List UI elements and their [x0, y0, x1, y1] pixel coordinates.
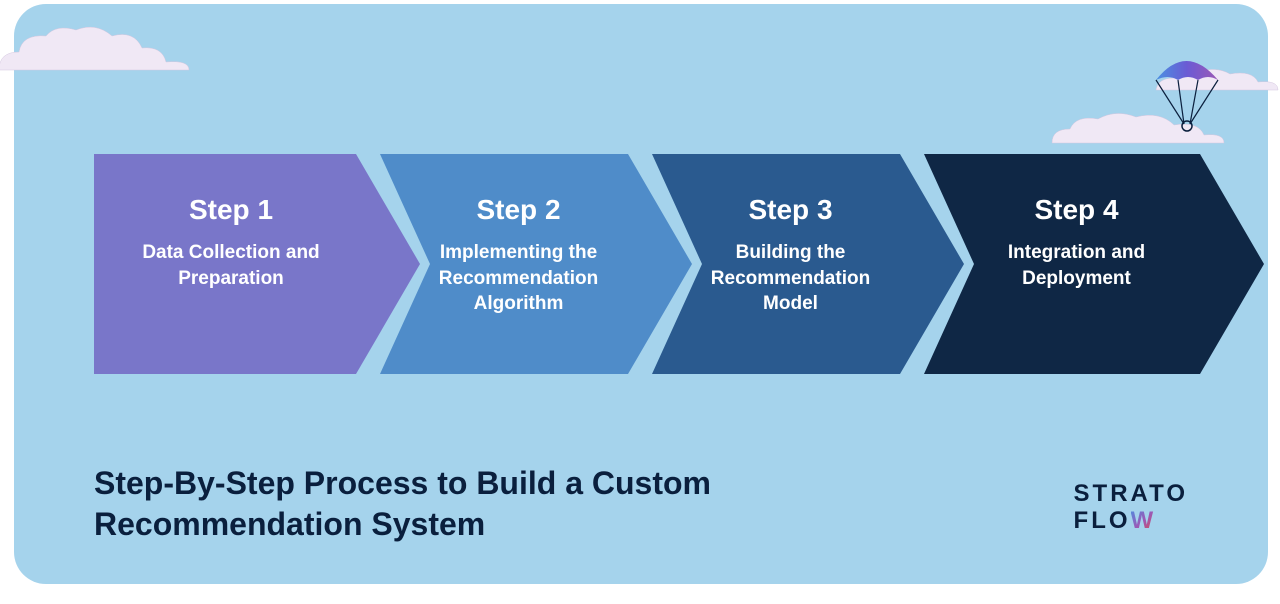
- infographic-canvas: Step 1Data Collection and PreparationSte…: [14, 4, 1268, 584]
- step-description: Data Collection and Preparation: [112, 240, 350, 291]
- parachute-icon: [1146, 52, 1228, 137]
- step-title: Step 2: [415, 194, 622, 226]
- step-description: Integration and Deployment: [959, 240, 1194, 291]
- flow-step: Step 4 Integration and Deployment: [924, 154, 1264, 374]
- flow-step: Step 2 Implementing the Recommendation Al…: [380, 154, 692, 374]
- flow-step: Step 3 Building the Recommendation Model: [652, 154, 964, 374]
- infographic-title: Step-By-Step Process to Build a Custom R…: [94, 463, 874, 546]
- process-flow: Step 1Data Collection and PreparationSte…: [94, 154, 1274, 374]
- brand-logo: STRATO FLOW: [1074, 481, 1188, 534]
- cloud-decoration: [0, 22, 194, 77]
- logo-line-1: STRATO: [1074, 481, 1188, 507]
- step-description: Building the Recommendation Model: [687, 240, 894, 317]
- logo-line-2: FLOW: [1074, 508, 1188, 534]
- step-title: Step 1: [112, 194, 350, 226]
- step-title: Step 4: [959, 194, 1194, 226]
- flow-step: Step 1 Data Collection and Preparation: [94, 154, 420, 374]
- step-description: Implementing the Recommendation Algorith…: [415, 240, 622, 317]
- step-title: Step 3: [687, 194, 894, 226]
